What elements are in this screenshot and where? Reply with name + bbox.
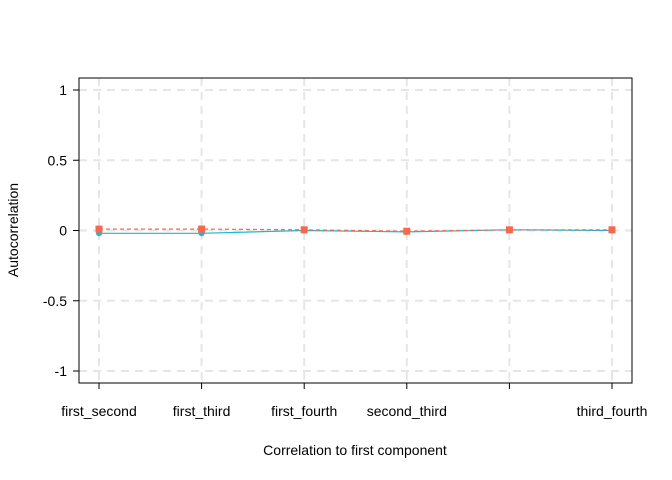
y-tick-label: -1 xyxy=(55,363,68,379)
y-tick-label: -0.5 xyxy=(43,293,67,309)
x-tick-label: second_third xyxy=(367,403,447,419)
y-axis-label: Autocorrelation xyxy=(5,183,21,277)
series-line xyxy=(99,228,612,232)
x-axis-label: Correlation to first component xyxy=(263,442,447,458)
data-point xyxy=(198,225,206,233)
series-layer xyxy=(95,225,616,237)
data-point xyxy=(608,226,616,234)
x-tick-label: first_second xyxy=(61,403,136,419)
y-tick-label: 0.5 xyxy=(48,152,68,168)
data-point xyxy=(95,225,103,233)
x-tick-label: first_third xyxy=(173,403,231,419)
y-tick-label: 1 xyxy=(59,82,67,98)
axes: 1 0.5 0 -0.5 -1 first_second first_third first_… xyxy=(43,82,648,419)
y-tick-label: 0 xyxy=(59,223,67,239)
data-point xyxy=(403,227,411,235)
x-tick-label: first_fourth xyxy=(271,403,337,419)
data-point xyxy=(505,226,513,234)
data-point xyxy=(300,226,308,234)
grid xyxy=(79,78,632,383)
x-tick-label: third_fourth xyxy=(577,403,648,419)
